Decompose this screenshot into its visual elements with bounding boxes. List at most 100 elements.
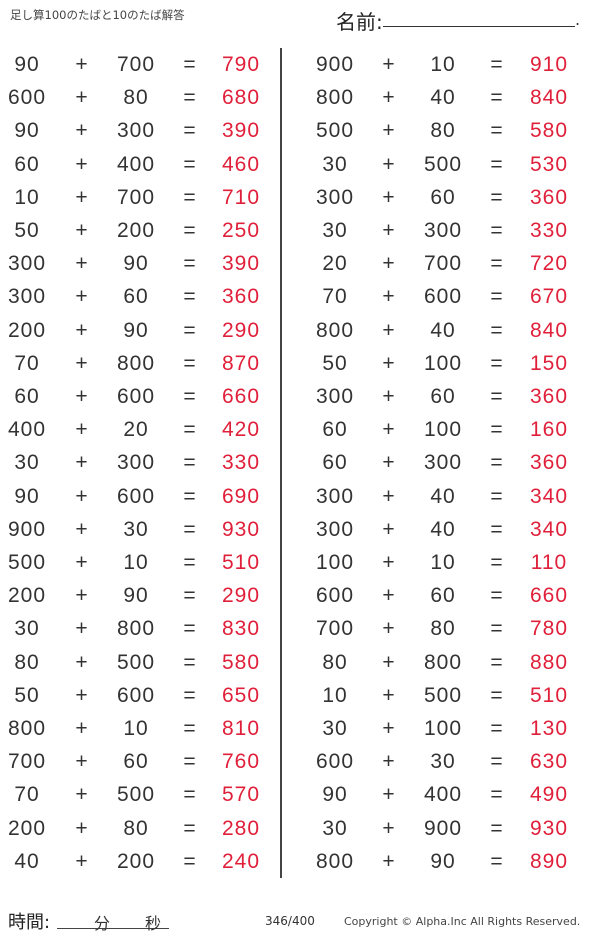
- equals-sign: =: [490, 385, 504, 408]
- answer: 340: [529, 484, 569, 508]
- addend-b: 60: [430, 185, 456, 209]
- equals-sign: =: [183, 750, 197, 774]
- equals-sign: =: [183, 783, 197, 807]
- problem-row: 90 +300 = 390: [0, 116, 600, 146]
- addend-a: 200: [7, 816, 47, 840]
- addend-a: 50: [14, 219, 40, 242]
- equals-sign: =: [490, 849, 504, 873]
- answer: 490: [529, 783, 569, 807]
- addend-a: 40: [14, 849, 40, 873]
- answer: 360: [529, 451, 569, 475]
- plus-sign: +: [75, 318, 89, 342]
- addend-b: 20: [123, 418, 149, 442]
- problem-row: 50 +600 = 650: [0, 681, 600, 711]
- equals-sign: =: [490, 584, 504, 608]
- problem-row: 70 +600 = 670: [0, 282, 600, 312]
- equals-sign: =: [183, 385, 197, 408]
- equals-sign: =: [490, 750, 504, 774]
- addend-b: 200: [116, 849, 156, 873]
- plus-sign: +: [382, 119, 396, 143]
- addend-a: 600: [315, 750, 355, 774]
- addend-b: 10: [123, 551, 149, 574]
- addend-a: 80: [14, 650, 40, 674]
- equals-sign: =: [490, 484, 504, 508]
- answer: 360: [529, 185, 569, 209]
- problem-row: 800 +40 = 840: [0, 83, 600, 113]
- addend-b: 100: [423, 351, 463, 375]
- problem-row: 900 +30 = 930: [0, 515, 600, 545]
- addend-b: 300: [423, 451, 463, 475]
- answer: 250: [221, 219, 261, 242]
- answer: 360: [221, 285, 261, 309]
- problem-row: 40 +200 = 240: [0, 847, 600, 877]
- equals-sign: =: [490, 418, 504, 442]
- plus-sign: +: [75, 219, 89, 242]
- equals-sign: =: [490, 451, 504, 475]
- problem-row: 300 +40 = 340: [0, 482, 600, 512]
- addend-b: 500: [116, 650, 156, 674]
- plus-sign: +: [75, 418, 89, 442]
- problem-row: 300 +60 = 360: [0, 183, 600, 213]
- addend-a: 90: [14, 484, 40, 508]
- addend-b: 90: [123, 318, 149, 342]
- addend-a: 60: [14, 152, 40, 176]
- answer: 780: [529, 617, 569, 641]
- addend-b: 500: [423, 152, 463, 176]
- plus-sign: +: [75, 650, 89, 674]
- equals-sign: =: [183, 53, 197, 76]
- plus-sign: +: [75, 152, 89, 176]
- problem-row: 10 +700 = 710: [0, 183, 600, 213]
- equals-sign: =: [183, 285, 197, 309]
- addend-a: 300: [315, 484, 355, 508]
- addend-a: 90: [14, 53, 40, 76]
- problem-row: 500 +10 = 510: [0, 548, 600, 578]
- addend-a: 10: [14, 185, 40, 209]
- equals-sign: =: [183, 86, 197, 110]
- addend-a: 70: [322, 285, 348, 309]
- name-line: [383, 26, 575, 27]
- problem-row: 30 +300 = 330: [0, 448, 600, 478]
- equals-sign: =: [490, 717, 504, 740]
- addend-a: 300: [7, 252, 47, 276]
- plus-sign: +: [382, 683, 396, 707]
- addend-a: 200: [7, 584, 47, 608]
- problem-row: 200 +90 = 290: [0, 316, 600, 346]
- plus-sign: +: [75, 783, 89, 807]
- time-line: [57, 928, 169, 929]
- addend-a: 30: [14, 617, 40, 641]
- addend-b: 10: [430, 551, 456, 574]
- equals-sign: =: [490, 119, 504, 143]
- addend-a: 900: [7, 517, 47, 541]
- plus-sign: +: [382, 252, 396, 276]
- addend-b: 700: [116, 185, 156, 209]
- addend-b: 300: [116, 119, 156, 143]
- answer: 890: [529, 849, 569, 873]
- answer: 690: [221, 484, 261, 508]
- addend-b: 90: [123, 252, 149, 276]
- problem-row: 80 +500 = 580: [0, 648, 600, 678]
- minutes-label: 分: [94, 914, 111, 933]
- addend-a: 30: [322, 717, 348, 740]
- addend-b: 30: [430, 750, 456, 774]
- equals-sign: =: [183, 617, 197, 641]
- problem-row: 800 +10 = 810: [0, 714, 600, 744]
- equals-sign: =: [490, 252, 504, 276]
- problem-row: 70 +500 = 570: [0, 780, 600, 810]
- equals-sign: =: [183, 849, 197, 873]
- answer: 650: [221, 683, 261, 707]
- plus-sign: +: [75, 252, 89, 276]
- equals-sign: =: [490, 816, 504, 840]
- answer: 930: [529, 816, 569, 840]
- answer: 130: [529, 717, 569, 740]
- problem-row: 200 +90 = 290: [0, 581, 600, 611]
- plus-sign: +: [75, 385, 89, 408]
- problem-row: 60 +600 = 660: [0, 382, 600, 412]
- addend-a: 10: [322, 683, 348, 707]
- equals-sign: =: [490, 53, 504, 76]
- problem-row: 20 +700 = 720: [0, 249, 600, 279]
- problem-row: 90 +700 = 790: [0, 50, 600, 80]
- addend-b: 700: [423, 252, 463, 276]
- addend-a: 300: [315, 185, 355, 209]
- equals-sign: =: [183, 584, 197, 608]
- page-number: 346/400: [265, 914, 315, 928]
